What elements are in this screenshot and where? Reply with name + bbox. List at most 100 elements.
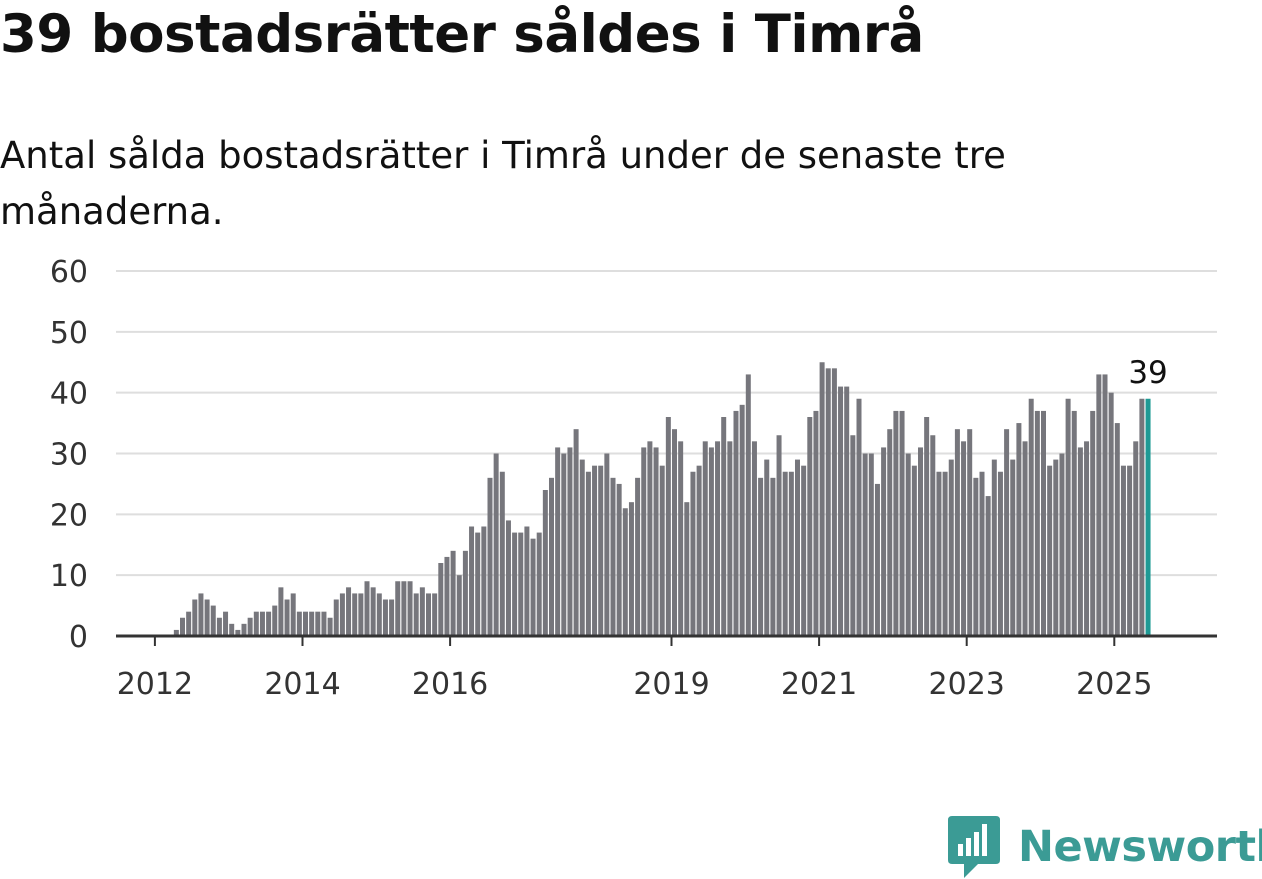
bar (715, 441, 721, 636)
bar (1133, 441, 1139, 636)
bar (1090, 410, 1096, 636)
bars (173, 362, 1151, 636)
bar (1059, 453, 1065, 636)
bar (192, 599, 198, 636)
bar (807, 417, 813, 636)
bar (598, 465, 604, 636)
bar (942, 471, 948, 636)
bar (1096, 374, 1102, 636)
x-tick-label: 2025 (1076, 667, 1152, 702)
bar (911, 465, 917, 636)
bar (284, 599, 290, 636)
brand-name: Newsworthy (1018, 822, 1262, 872)
bar (376, 593, 382, 636)
bar (604, 453, 610, 636)
bar (850, 435, 856, 636)
bar (450, 550, 456, 636)
bar (997, 471, 1003, 636)
chart-subtitle: Antal sålda bostadsrätter i Timrå under … (0, 134, 1006, 233)
bar (339, 593, 345, 636)
bar (635, 477, 641, 636)
bar (924, 417, 930, 636)
bar (303, 611, 308, 636)
bar (216, 617, 222, 636)
bar (346, 587, 352, 636)
bar (210, 605, 216, 636)
x-tick-label: 2023 (929, 667, 1005, 702)
bar (702, 441, 708, 636)
bar (413, 593, 419, 636)
bar (1127, 465, 1133, 636)
bar-highlight (1145, 398, 1151, 636)
y-axis-ticks: 0 10 20 30 40 50 60 (50, 255, 88, 655)
bar (653, 447, 659, 636)
bar (487, 477, 493, 636)
bar (561, 453, 567, 636)
bar (198, 593, 204, 636)
bar (555, 447, 561, 636)
bar (229, 623, 235, 636)
bar (253, 611, 259, 636)
bar (1034, 410, 1040, 636)
bar (1004, 429, 1010, 636)
bar (223, 611, 229, 636)
bar (585, 471, 591, 636)
bar (721, 417, 727, 636)
bar (1010, 459, 1016, 636)
bar (1053, 459, 1059, 636)
bar (948, 459, 954, 636)
bar (831, 368, 837, 636)
bar (967, 429, 973, 636)
bar (290, 593, 296, 636)
bar (764, 459, 770, 636)
bar (905, 453, 911, 636)
bar (259, 611, 265, 636)
bar (235, 629, 241, 636)
bar (352, 593, 358, 636)
bar (530, 538, 536, 636)
bar (856, 398, 862, 636)
bar (770, 477, 776, 636)
bar (1102, 374, 1108, 636)
bar (358, 593, 364, 636)
bar (665, 417, 671, 636)
bar (573, 429, 579, 636)
bar (862, 453, 868, 636)
brand-logo: Newsworthy (948, 816, 1262, 878)
y-tick-label: 60 (50, 255, 88, 290)
bar (493, 453, 499, 636)
bar (788, 471, 794, 636)
bar (782, 471, 788, 636)
bar (204, 599, 210, 636)
bar (180, 617, 185, 636)
bar (475, 532, 481, 636)
bar (1071, 410, 1077, 636)
bar (844, 386, 850, 636)
bar (426, 593, 431, 636)
bar (930, 435, 936, 636)
bar (1139, 398, 1145, 636)
bar (1114, 423, 1120, 636)
x-tick-label: 2021 (781, 667, 857, 702)
bar (672, 429, 677, 636)
bar (739, 404, 745, 636)
bar (647, 441, 653, 636)
bar (395, 581, 401, 636)
chart-title: 39 bostadsrätter såldes i Timrå (0, 4, 924, 65)
bar (567, 447, 573, 636)
bar (327, 617, 333, 636)
bar (610, 477, 616, 636)
x-tick-label: 2019 (633, 667, 709, 702)
bar (186, 611, 192, 636)
bar (758, 477, 764, 636)
bar (696, 465, 702, 636)
bar (819, 362, 825, 636)
bar (813, 410, 819, 636)
bar (893, 410, 899, 636)
bar (309, 611, 315, 636)
bar (887, 429, 893, 636)
bar (469, 526, 475, 636)
bar (838, 386, 844, 636)
bar (321, 611, 327, 636)
bar (795, 459, 800, 636)
